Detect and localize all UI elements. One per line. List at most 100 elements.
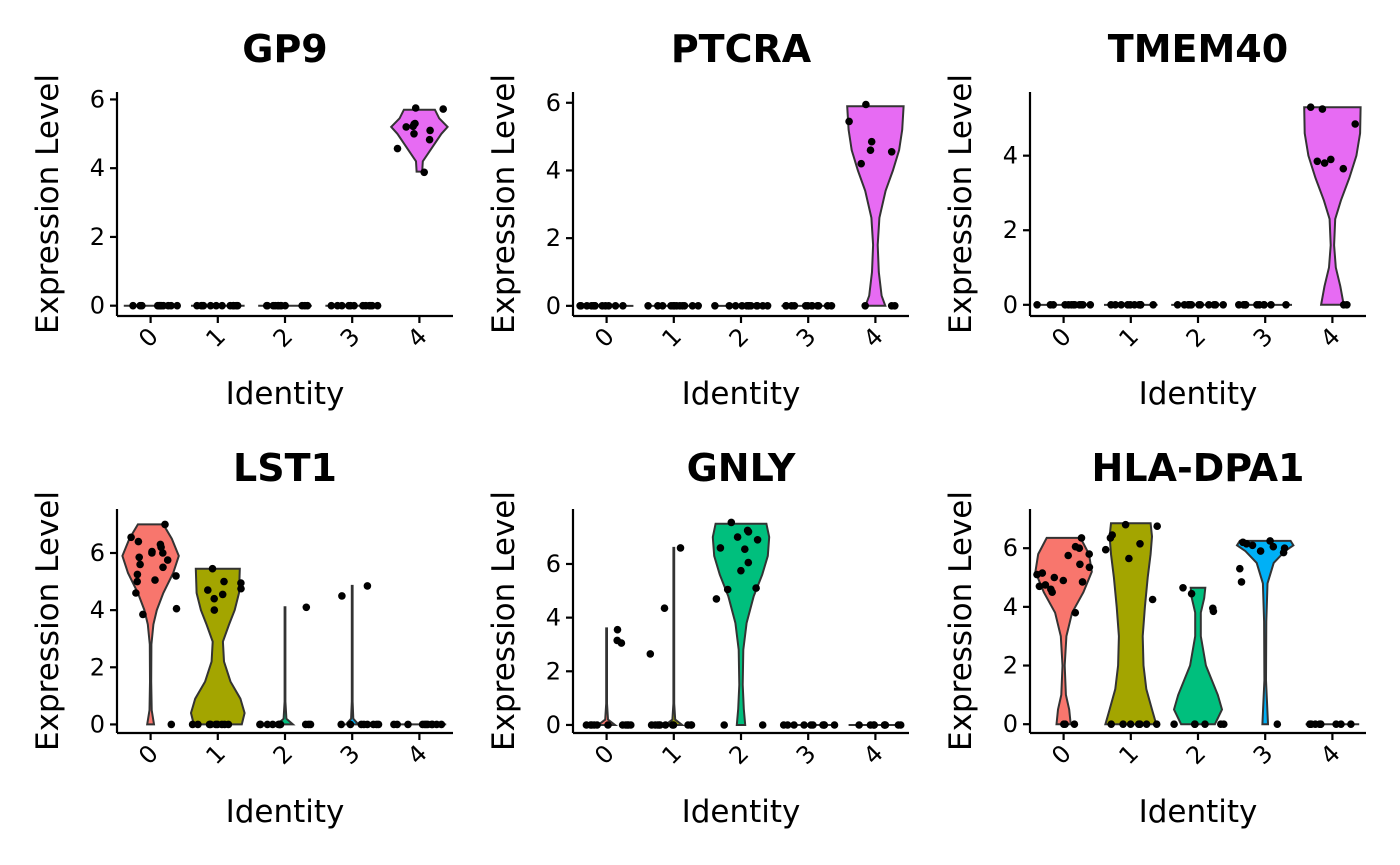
data-point xyxy=(747,302,755,310)
data-point xyxy=(1142,720,1151,728)
data-point xyxy=(1148,595,1157,604)
data-point xyxy=(345,301,353,310)
violin-1 xyxy=(662,546,686,726)
data-point xyxy=(733,533,742,541)
data-point xyxy=(790,302,799,310)
data-point xyxy=(866,146,875,154)
data-point xyxy=(159,563,167,572)
data-point xyxy=(723,585,732,594)
data-point xyxy=(1173,301,1182,309)
data-point xyxy=(1035,582,1044,591)
data-point xyxy=(136,560,144,569)
y-tick-label: 6 xyxy=(1003,534,1018,562)
panel-title: GNLY xyxy=(687,446,796,490)
y-axis-title: Expression Level xyxy=(30,74,66,334)
data-point xyxy=(1282,301,1290,309)
x-tick-label: 1 xyxy=(656,322,687,353)
data-point xyxy=(1101,545,1110,554)
y-axis-title: Expression Level xyxy=(943,74,979,334)
data-point xyxy=(752,584,760,592)
x-tick-label: 3 xyxy=(335,739,366,770)
data-point xyxy=(226,301,234,310)
data-point xyxy=(808,302,816,310)
data-point xyxy=(1061,301,1069,309)
data-point xyxy=(1136,301,1145,309)
violin-4 xyxy=(1303,106,1362,306)
data-point xyxy=(425,135,434,144)
x-tick-label: 4 xyxy=(858,739,889,770)
data-point xyxy=(644,302,652,310)
data-point xyxy=(411,119,419,128)
data-point xyxy=(337,720,346,729)
data-point xyxy=(172,604,181,613)
y-tick-label: 4 xyxy=(546,156,561,184)
data-point xyxy=(1117,301,1125,309)
data-point xyxy=(237,584,245,593)
y-axis-title: Expression Level xyxy=(943,491,979,751)
data-point xyxy=(656,721,664,729)
data-point xyxy=(411,104,420,112)
panel-ptcra: PTCRA Expression Level Identity 0 2 4 6 0 1 2 3 4 xyxy=(486,27,909,412)
x-axis-title: Identity xyxy=(1139,376,1258,412)
data-point xyxy=(1085,550,1093,558)
data-point xyxy=(167,720,176,729)
data-point xyxy=(1255,301,1264,309)
data-point xyxy=(1179,584,1187,592)
y-tick-label: 2 xyxy=(546,657,561,685)
data-point xyxy=(1337,720,1345,728)
y-tick-label: 0 xyxy=(90,292,105,320)
data-point xyxy=(1190,720,1199,728)
x-tick-label: 2 xyxy=(1181,322,1212,353)
panel-title: GP9 xyxy=(242,27,327,71)
data-point xyxy=(218,590,227,599)
data-point xyxy=(1339,301,1348,309)
data-point xyxy=(814,302,823,310)
y-axis-title: Expression Level xyxy=(30,491,66,751)
data-point xyxy=(676,544,685,552)
data-point xyxy=(426,126,434,135)
data-point xyxy=(1241,301,1249,309)
data-point xyxy=(1248,541,1257,550)
data-point xyxy=(1219,301,1227,309)
data-point xyxy=(363,582,372,590)
data-point xyxy=(393,144,402,153)
data-point xyxy=(1078,578,1087,586)
violin-1 xyxy=(1104,522,1158,726)
data-point xyxy=(159,301,168,310)
data-point xyxy=(737,566,745,575)
x-axis-title: Identity xyxy=(226,794,345,830)
data-point xyxy=(210,594,218,603)
data-point xyxy=(1077,534,1086,542)
data-point xyxy=(193,301,201,310)
data-point xyxy=(1201,720,1209,728)
data-point xyxy=(613,625,622,634)
x-tick-label: 1 xyxy=(200,739,231,770)
data-point xyxy=(134,537,143,546)
data-point xyxy=(327,301,336,310)
data-point xyxy=(1136,720,1144,728)
x-tick-label: 2 xyxy=(268,739,299,770)
panel-title: PTCRA xyxy=(671,27,812,71)
data-point xyxy=(646,650,655,658)
x-axis-title: Identity xyxy=(682,376,801,412)
data-point xyxy=(369,720,378,729)
data-point xyxy=(390,720,398,729)
data-point xyxy=(1267,301,1275,309)
y-tick-label: 4 xyxy=(546,604,561,632)
data-point xyxy=(1121,520,1130,529)
x-tick-label: 4 xyxy=(402,322,433,353)
data-point xyxy=(198,301,206,310)
data-point xyxy=(753,536,762,544)
data-point xyxy=(1209,604,1217,613)
y-tick-label: 0 xyxy=(1003,291,1018,319)
data-point xyxy=(268,720,277,729)
data-point xyxy=(1320,159,1329,167)
data-point xyxy=(263,720,272,729)
data-point xyxy=(861,302,869,310)
data-point xyxy=(758,721,767,729)
data-point xyxy=(1076,560,1084,569)
data-point xyxy=(743,526,752,535)
y-tick-label: 6 xyxy=(90,85,105,113)
data-point xyxy=(256,720,264,729)
